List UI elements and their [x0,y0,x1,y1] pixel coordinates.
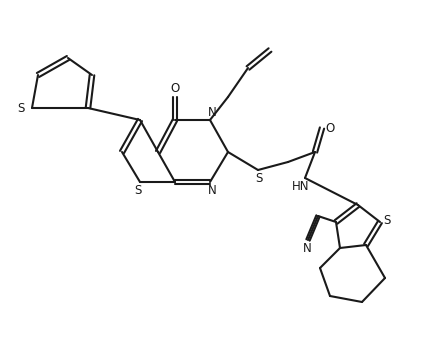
Text: N: N [303,243,311,255]
Text: S: S [134,185,142,198]
Text: N: N [208,184,216,196]
Text: S: S [383,214,391,227]
Text: S: S [18,103,25,116]
Text: N: N [208,105,216,119]
Text: O: O [325,121,335,134]
Text: HN: HN [292,180,310,193]
Text: S: S [255,172,262,186]
Text: O: O [170,82,180,96]
